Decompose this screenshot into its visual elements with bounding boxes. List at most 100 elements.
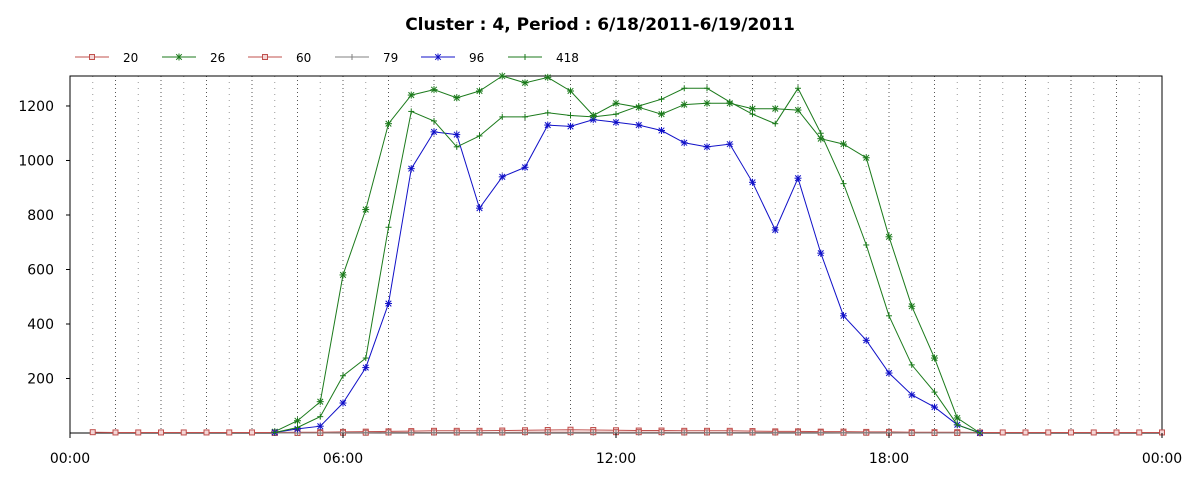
data-point-418 xyxy=(817,130,824,137)
data-point-26 xyxy=(749,105,756,113)
data-point-20 xyxy=(1136,429,1143,436)
data-point-79 xyxy=(817,429,824,436)
data-point-96 xyxy=(476,204,483,212)
series-layer xyxy=(89,72,1165,437)
data-point-79 xyxy=(681,429,688,436)
data-point-20 xyxy=(1113,429,1120,436)
data-point-96 xyxy=(339,399,347,407)
data-point-26 xyxy=(385,120,392,128)
data-point-418 xyxy=(590,113,597,120)
data-point-96 xyxy=(453,131,461,139)
data-point-79 xyxy=(863,429,870,436)
data-point-79 xyxy=(908,430,915,436)
data-point-26 xyxy=(658,110,665,118)
x-tick-label: 00:00 xyxy=(50,451,90,467)
x-tick-label: 18:00 xyxy=(869,451,909,467)
data-point-96 xyxy=(794,174,802,182)
data-point-418 xyxy=(340,372,346,379)
data-point-79 xyxy=(635,429,642,436)
data-point-96 xyxy=(703,143,711,151)
legend-swatch-marker xyxy=(349,54,355,60)
data-point-418 xyxy=(453,143,460,150)
legend-label: 418 xyxy=(556,51,579,65)
data-point-418 xyxy=(476,132,483,139)
series-line-418 xyxy=(274,87,981,434)
data-point-79 xyxy=(431,429,437,436)
data-point-26 xyxy=(498,72,506,80)
legend-swatch-marker xyxy=(89,54,95,60)
data-point-79 xyxy=(522,429,528,436)
data-point-26 xyxy=(680,101,688,109)
data-point-26 xyxy=(339,271,347,279)
data-point-79 xyxy=(362,429,369,436)
data-point-96 xyxy=(862,336,870,344)
data-point-418 xyxy=(772,120,779,127)
data-point-96 xyxy=(840,312,847,320)
data-point-79 xyxy=(476,429,483,436)
data-point-26 xyxy=(294,417,301,425)
data-point-418 xyxy=(567,112,574,119)
data-point-96 xyxy=(316,422,324,430)
y-tick-label: 400 xyxy=(27,317,54,333)
data-point-418 xyxy=(431,117,437,124)
y-tick-label: 800 xyxy=(27,208,54,224)
data-point-79 xyxy=(840,429,847,436)
data-point-79 xyxy=(772,429,779,436)
data-point-418 xyxy=(522,113,528,120)
legend-swatch-marker xyxy=(434,53,442,61)
legend-label: 60 xyxy=(296,51,311,65)
data-point-96 xyxy=(407,165,415,173)
x-tick-label: 06:00 xyxy=(323,451,363,467)
data-point-96 xyxy=(817,249,825,257)
data-point-96 xyxy=(726,140,734,148)
data-point-26 xyxy=(612,99,620,107)
data-point-26 xyxy=(407,91,415,99)
data-point-26 xyxy=(362,206,370,214)
data-point-418 xyxy=(271,429,278,436)
data-point-26 xyxy=(567,87,574,95)
series-418 xyxy=(271,85,983,436)
y-tick-label: 600 xyxy=(27,262,54,278)
data-point-96 xyxy=(544,121,552,129)
data-point-26 xyxy=(953,414,961,422)
data-point-96 xyxy=(908,391,916,399)
legend-item-79: 79 xyxy=(335,51,398,65)
series-line-20 xyxy=(92,429,1162,433)
data-point-26 xyxy=(476,87,483,95)
data-point-20 xyxy=(112,429,119,436)
legend-swatch-marker xyxy=(175,53,183,61)
data-point-79 xyxy=(590,429,597,436)
data-point-418 xyxy=(954,421,961,428)
data-point-20 xyxy=(158,429,164,436)
legend-label: 79 xyxy=(383,51,398,65)
data-point-418 xyxy=(886,312,892,319)
series-79 xyxy=(271,429,983,436)
legend-item-20: 20 xyxy=(75,51,138,65)
y-tick-label: 200 xyxy=(27,371,54,387)
data-point-20 xyxy=(249,429,255,436)
data-point-79 xyxy=(567,429,574,436)
data-point-20 xyxy=(180,429,187,436)
data-point-79 xyxy=(317,430,324,436)
data-point-96 xyxy=(362,364,370,372)
data-point-26 xyxy=(862,154,870,162)
legend-item-26: 26 xyxy=(162,51,225,65)
data-point-20 xyxy=(226,429,233,436)
data-point-96 xyxy=(771,226,779,234)
data-point-20 xyxy=(999,429,1006,436)
data-point-418 xyxy=(704,85,710,92)
data-point-20 xyxy=(1068,429,1074,436)
data-point-418 xyxy=(294,424,301,431)
data-point-79 xyxy=(931,430,938,436)
data-point-79 xyxy=(385,429,392,436)
series-line-96 xyxy=(274,119,981,434)
data-point-79 xyxy=(704,429,710,436)
data-point-418 xyxy=(863,241,870,248)
axes: 00:00 06:00 12:00 18:00 00:00 200 400 600 800 100… xyxy=(18,99,1182,467)
data-point-26 xyxy=(840,140,847,148)
data-point-418 xyxy=(317,413,324,420)
data-point-20 xyxy=(89,429,96,436)
legend-swatch-marker xyxy=(262,54,268,60)
data-point-96 xyxy=(521,163,529,171)
